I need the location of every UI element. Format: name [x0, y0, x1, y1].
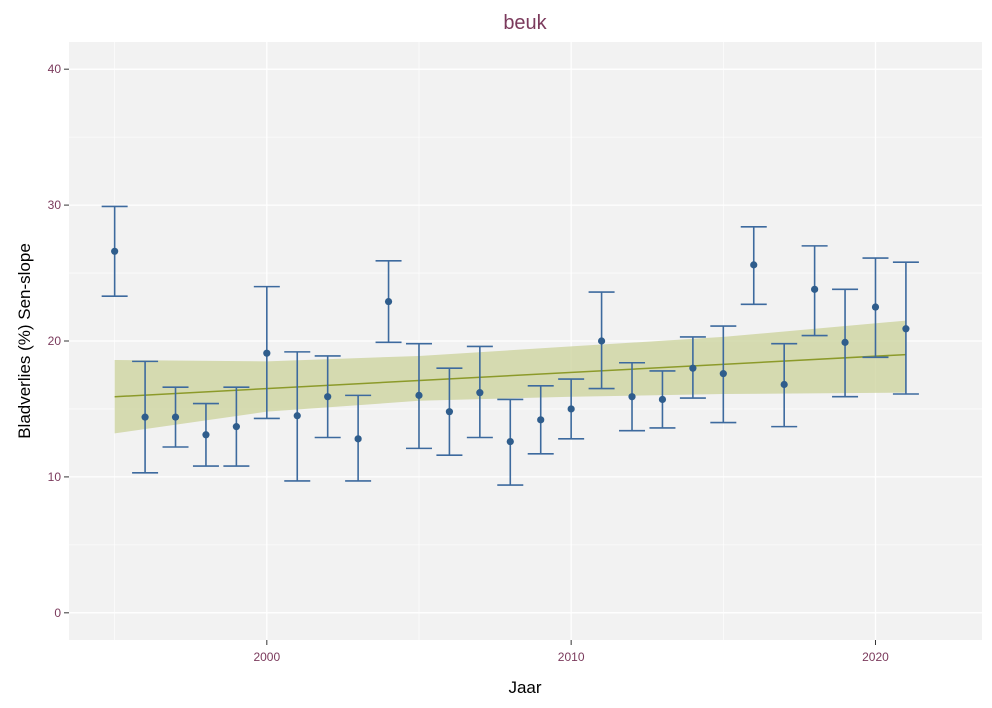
- data-point: [445, 408, 454, 416]
- data-point: [263, 349, 271, 357]
- confidence-band-layer: [114, 320, 906, 434]
- data-point: [597, 337, 606, 345]
- point-layer: [111, 247, 910, 446]
- data-point: [476, 389, 484, 397]
- data-point: [871, 303, 880, 311]
- trend-line: [114, 353, 906, 398]
- y-axis-title: Bladverlies (%) Sen-slope: [15, 243, 34, 439]
- data-point: [415, 391, 423, 399]
- x-axis: 2000 2010 2020: [253, 640, 889, 664]
- data-point: [658, 395, 667, 404]
- data-point: [354, 435, 362, 443]
- x-tick-label: 2010: [558, 650, 585, 664]
- data-point: [324, 393, 332, 401]
- y-tick-label: 10: [48, 470, 62, 484]
- y-tick-label: 20: [48, 334, 62, 348]
- data-point: [141, 413, 149, 421]
- data-point: [902, 325, 910, 333]
- data-point: [841, 338, 849, 346]
- y-tick-label: 0: [54, 606, 61, 620]
- data-point: [384, 297, 393, 306]
- data-point: [628, 393, 636, 401]
- x-axis-title: Jaar: [508, 678, 541, 697]
- data-point: [780, 380, 788, 389]
- data-point: [811, 285, 819, 293]
- data-point: [232, 423, 240, 431]
- data-point: [719, 370, 727, 378]
- y-axis: 0 10 20 30 40: [48, 62, 69, 620]
- y-tick-label: 40: [48, 62, 62, 76]
- y-tick-label: 30: [48, 198, 62, 212]
- data-point: [111, 247, 119, 255]
- trend-line-layer: [114, 353, 906, 398]
- data-point: [171, 413, 180, 421]
- chart-title: beuk: [503, 12, 547, 34]
- data-point: [537, 416, 545, 424]
- data-point: [293, 412, 301, 420]
- data-point: [202, 431, 210, 439]
- data-point: [506, 437, 514, 446]
- data-point: [567, 405, 575, 413]
- confidence-band: [114, 320, 906, 434]
- data-point: [750, 261, 758, 269]
- x-tick-label: 2020: [862, 650, 889, 664]
- x-tick-label: 2000: [253, 650, 280, 664]
- data-point: [689, 364, 697, 372]
